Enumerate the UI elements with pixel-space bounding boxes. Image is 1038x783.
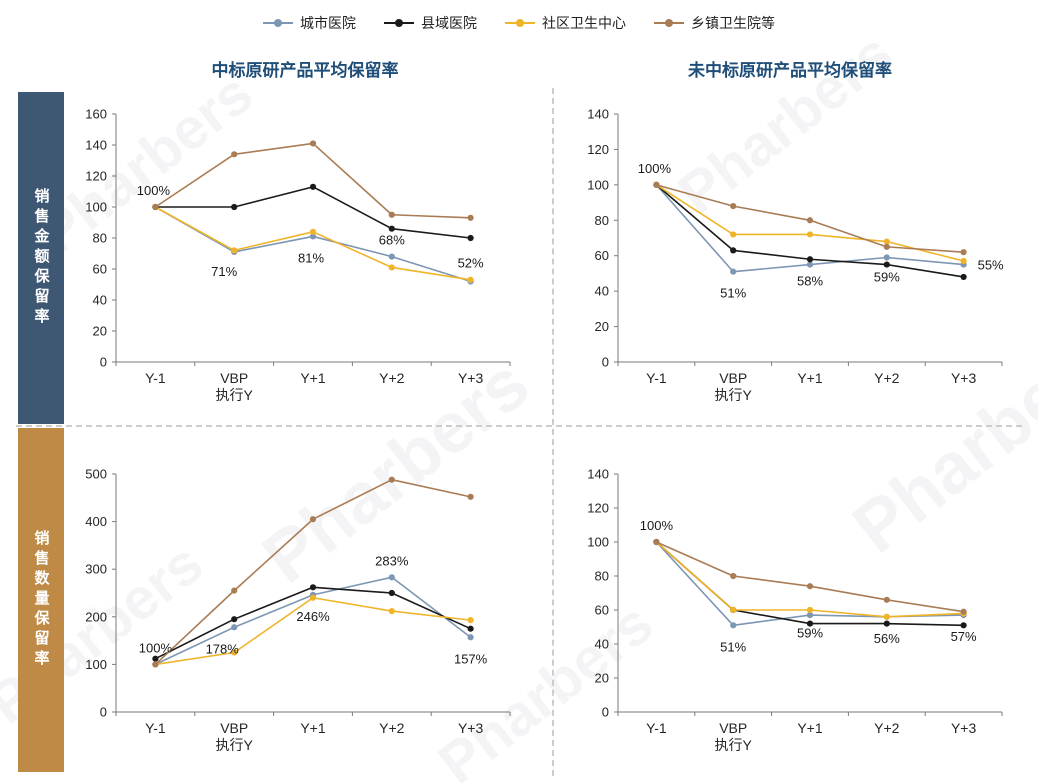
svg-text:120: 120 <box>85 169 107 184</box>
svg-text:Y-1: Y-1 <box>145 720 166 736</box>
legend: 城市医院 县域医院 社区卫生中心 乡镇卫生院等 <box>0 13 1038 33</box>
chart-awarded-sales-amount: 0 20 40 60 80 100 120 140 160 Y-1 VBP 执行Y Y+1 Y+2 Y+3 1… <box>85 107 511 403</box>
svg-text:100: 100 <box>85 657 107 672</box>
svg-text:500: 500 <box>85 467 107 482</box>
svg-text:59%: 59% <box>874 269 900 284</box>
svg-text:100: 100 <box>587 177 609 192</box>
legend-line-marker-icon <box>654 19 684 27</box>
legend-item-0: 城市医院 <box>263 13 356 33</box>
svg-text:55%: 55% <box>978 258 1004 273</box>
chart-not-awarded-sales-amount: 0 20 40 60 80 100 120 140 Y-1 VBP 执行Y Y+1 Y+2 Y+3 100%… <box>587 107 1004 404</box>
svg-text:Y-1: Y-1 <box>646 720 667 736</box>
svg-text:Y-1: Y-1 <box>646 370 667 386</box>
legend-item-label: 县域医院 <box>421 15 477 31</box>
svg-text:Y+2: Y+2 <box>874 370 900 386</box>
svg-text:60: 60 <box>595 248 609 263</box>
svg-text:20: 20 <box>595 671 609 686</box>
divider-vertical <box>552 88 554 776</box>
svg-text:178%: 178% <box>206 641 240 656</box>
svg-text:0: 0 <box>100 705 107 720</box>
svg-text:Y-1: Y-1 <box>145 370 166 386</box>
svg-text:68%: 68% <box>379 233 405 248</box>
svg-text:Y+1: Y+1 <box>797 370 823 386</box>
svg-text:56%: 56% <box>874 631 900 646</box>
svg-text:51%: 51% <box>720 286 746 301</box>
svg-text:71%: 71% <box>211 264 237 279</box>
svg-text:40: 40 <box>595 284 609 299</box>
svg-text:80: 80 <box>595 213 609 228</box>
svg-text:120: 120 <box>587 142 609 157</box>
svg-text:59%: 59% <box>797 626 823 641</box>
svg-text:100: 100 <box>587 535 609 550</box>
legend-item-label: 社区卫生中心 <box>542 15 626 31</box>
legend-line-marker-icon <box>263 19 293 27</box>
svg-text:40: 40 <box>595 637 609 652</box>
legend-line-marker-icon <box>505 19 535 27</box>
svg-text:52%: 52% <box>458 255 484 270</box>
chart-not-awarded-sales-quantity: 0 20 40 60 80 100 120 140 Y-1 VBP 执行Y Y+1 Y+2 Y+3 100%… <box>587 467 1003 753</box>
svg-text:Y+2: Y+2 <box>874 720 900 736</box>
svg-text:300: 300 <box>85 562 107 577</box>
legend-item-label: 城市医院 <box>300 15 356 31</box>
column-title-not-awarded: 未中标原研产品平均保留率 <box>688 61 892 80</box>
svg-text:400: 400 <box>85 514 107 529</box>
svg-text:100%: 100% <box>137 183 171 198</box>
svg-text:120: 120 <box>587 501 609 516</box>
row-label-sales-quantity: 销售数量保留率 <box>18 428 64 772</box>
svg-text:20: 20 <box>595 319 609 334</box>
svg-text:Y+3: Y+3 <box>951 370 977 386</box>
svg-text:246%: 246% <box>296 609 330 624</box>
svg-text:Y+2: Y+2 <box>379 370 405 386</box>
svg-text:80: 80 <box>595 569 609 584</box>
svg-text:100%: 100% <box>640 518 674 533</box>
svg-text:0: 0 <box>100 355 107 370</box>
svg-text:157%: 157% <box>454 651 488 666</box>
svg-text:40: 40 <box>93 293 107 308</box>
svg-text:60: 60 <box>595 603 609 618</box>
divider-horizontal <box>16 425 1022 427</box>
svg-text:160: 160 <box>85 107 107 122</box>
chart-awarded-sales-quantity: 0 100 200 300 400 500 Y-1 VBP 执行Y Y+1 Y+2 Y+3 100% 17… <box>85 467 511 753</box>
svg-text:Y+3: Y+3 <box>458 370 484 386</box>
column-title-awarded: 中标原研产品平均保留率 <box>211 61 399 80</box>
svg-text:0: 0 <box>602 355 609 370</box>
legend-line-marker-icon <box>384 19 414 27</box>
svg-text:57%: 57% <box>951 629 977 644</box>
svg-text:60: 60 <box>93 262 107 277</box>
svg-text:58%: 58% <box>797 273 823 288</box>
svg-text:20: 20 <box>93 324 107 339</box>
svg-text:Y+3: Y+3 <box>951 720 977 736</box>
svg-text:51%: 51% <box>720 639 746 654</box>
svg-text:Y+3: Y+3 <box>458 720 484 736</box>
svg-text:100%: 100% <box>139 640 173 655</box>
svg-text:200: 200 <box>85 609 107 624</box>
svg-text:0: 0 <box>602 705 609 720</box>
svg-text:81%: 81% <box>298 250 324 265</box>
svg-text:140: 140 <box>587 467 609 482</box>
legend-item-2: 社区卫生中心 <box>505 13 626 33</box>
svg-text:Y+1: Y+1 <box>300 370 326 386</box>
legend-item-1: 县域医院 <box>384 13 477 33</box>
legend-item-label: 乡镇卫生院等 <box>691 15 775 31</box>
svg-text:100%: 100% <box>638 161 672 176</box>
row-label-sales-amount: 销售金额保留率 <box>18 92 64 424</box>
svg-text:140: 140 <box>85 138 107 153</box>
svg-text:Y+1: Y+1 <box>300 720 326 736</box>
svg-text:283%: 283% <box>375 553 409 568</box>
svg-text:100: 100 <box>85 200 107 215</box>
svg-text:140: 140 <box>587 107 609 122</box>
svg-text:Y+2: Y+2 <box>379 720 405 736</box>
svg-text:Y+1: Y+1 <box>797 720 823 736</box>
legend-item-3: 乡镇卫生院等 <box>654 13 775 33</box>
svg-text:80: 80 <box>93 231 107 246</box>
